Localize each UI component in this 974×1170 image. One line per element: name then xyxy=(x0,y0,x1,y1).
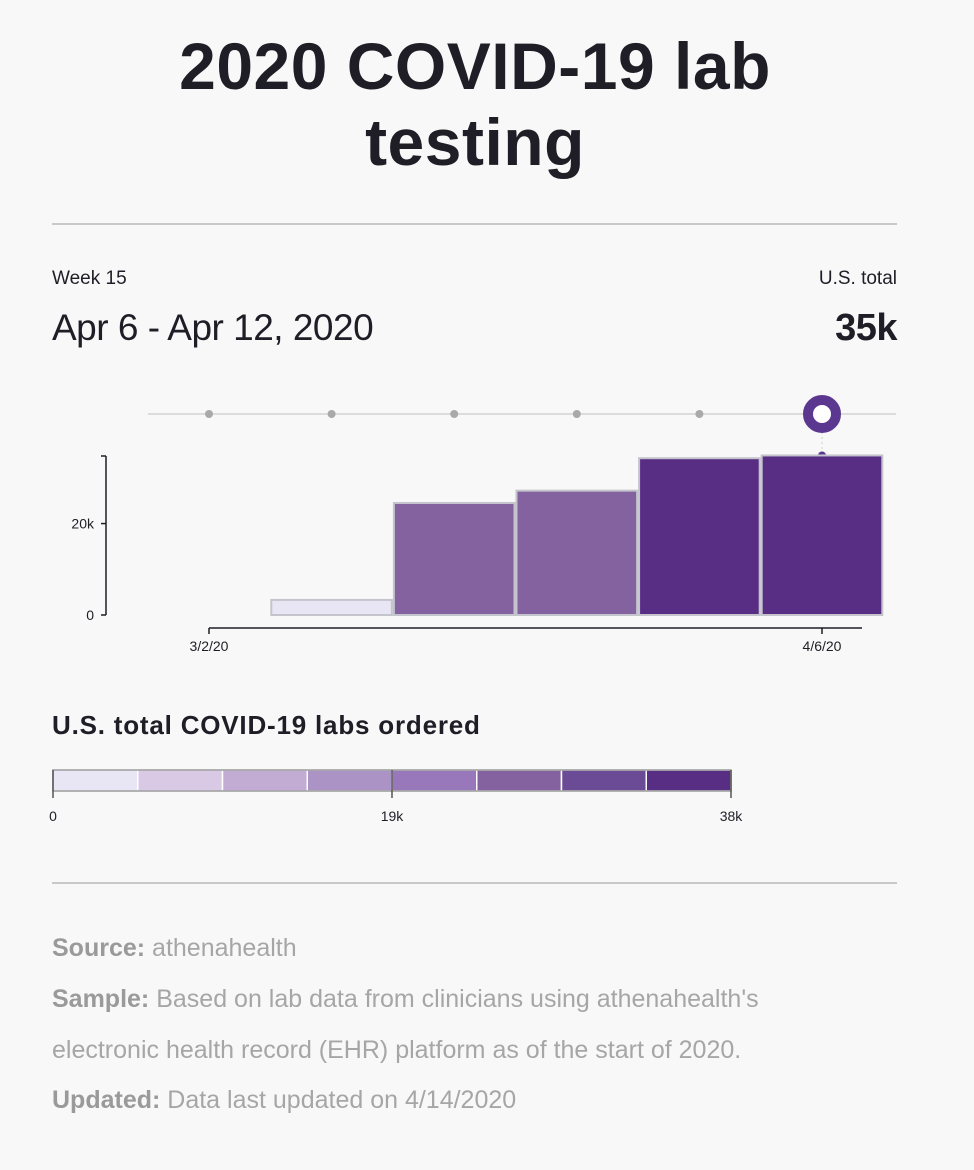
updated-text: Data last updated on 4/14/2020 xyxy=(167,1086,517,1114)
title-line-1: 2020 COVID-19 lab xyxy=(179,29,771,103)
week-range: Apr 6 - Apr 12, 2020 xyxy=(52,307,374,348)
bar-3/16/20 xyxy=(392,502,516,616)
legend-swatch xyxy=(476,769,563,792)
timeline-dot xyxy=(450,410,459,418)
legend-tick-label: 19k xyxy=(381,808,405,824)
sample-text-1: Based on lab data from clinicians using … xyxy=(156,985,759,1013)
legend-title: U.S. total COVID-19 labs ordered xyxy=(52,710,481,740)
legend-tick-label: 38k xyxy=(720,808,744,824)
source-label: Source: xyxy=(52,934,146,962)
sample-line-2: electronic health record (EHR) platform … xyxy=(52,1036,742,1064)
legend-tick-label: 0 xyxy=(49,808,57,824)
legend-swatch xyxy=(391,769,478,792)
total-label: U.S. total xyxy=(818,268,897,289)
timeline-dot xyxy=(695,410,704,418)
bar-3/23/20 xyxy=(515,489,639,616)
x-tick-label: 3/2/20 xyxy=(190,638,229,654)
source-text: athenahealth xyxy=(152,934,297,962)
bar-3/30/20 xyxy=(638,457,761,616)
legend-swatch xyxy=(306,769,393,792)
x-tick-label: 4/6/20 xyxy=(803,638,842,654)
updated-label: Updated: xyxy=(52,1086,161,1114)
total-value: 35k xyxy=(835,307,897,349)
timeline-selected-dot xyxy=(803,395,841,433)
bottom-divider xyxy=(52,882,897,884)
top-divider xyxy=(52,223,897,225)
bar-4/6/20 xyxy=(760,454,884,617)
week-label: Week 15 xyxy=(52,268,127,289)
legend-swatch xyxy=(645,769,732,792)
bar-3/9/20 xyxy=(270,598,393,617)
sample-line: Sample: Based on lab data from clinician… xyxy=(52,985,759,1014)
source-line: Source: athenahealth xyxy=(52,934,297,963)
timeline-dot xyxy=(205,410,213,418)
legend-swatch xyxy=(221,769,308,792)
page-title: 2020 COVID-19 lab testing xyxy=(60,28,890,180)
sample-label: Sample: xyxy=(52,985,150,1013)
timeline-dot xyxy=(572,410,581,418)
y-tick-label: 0 xyxy=(86,607,94,623)
color-legend: 0 19k 38k xyxy=(49,769,744,824)
legend-swatch xyxy=(560,769,647,792)
title-line-2: testing xyxy=(365,105,585,179)
updated-line: Updated: Data last updated on 4/14/2020 xyxy=(52,1086,516,1115)
y-tick-label: 20k xyxy=(71,516,95,532)
timeline-dot xyxy=(327,410,336,418)
bar-chart: 0 20k 3/2/20 4/6/20 xyxy=(71,395,896,654)
legend-swatch xyxy=(137,769,224,792)
legend-swatch xyxy=(52,769,139,792)
